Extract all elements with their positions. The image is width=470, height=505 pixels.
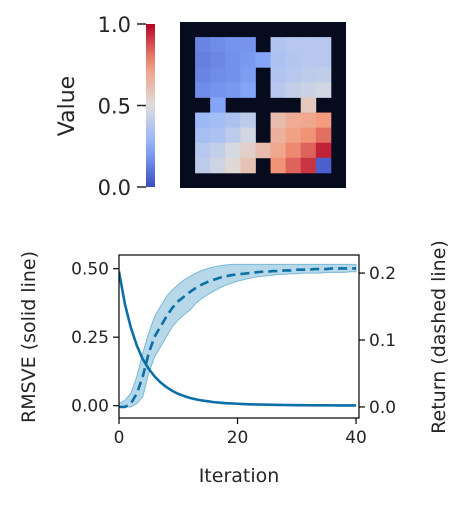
heatmap-cell — [270, 67, 287, 83]
y-axis-label: RMSVE (solid line) — [18, 251, 40, 423]
heatmap-cell — [195, 112, 211, 129]
heatmap-cell — [210, 82, 226, 98]
heatmap-cell — [240, 82, 256, 98]
heatmap-cell — [240, 142, 256, 159]
heatmap-cell — [285, 142, 302, 159]
colorbar: 0.0 0.5 1.0 Value — [55, 13, 155, 200]
return-dashed-line — [119, 267, 357, 409]
heatmap-cell — [315, 142, 332, 159]
heatmap-cell — [300, 82, 317, 98]
plot-frame — [118, 254, 360, 419]
heatmap-cell — [210, 97, 226, 113]
heatmap-cell — [240, 37, 256, 53]
heatmap-cell — [195, 67, 211, 83]
y2-tick-label: 0.2 — [369, 264, 396, 284]
heatmap-cell — [195, 142, 211, 159]
colorbar-gradient — [146, 24, 155, 187]
heatmap-cell — [285, 127, 302, 144]
heatmap-cell — [315, 52, 332, 68]
heatmap-cell — [270, 52, 287, 68]
y2-tick-label: 0.0 — [369, 398, 396, 418]
heatmap-cell — [270, 82, 287, 98]
colorbar-ticks: 0.0 0.5 1.0 — [98, 13, 146, 200]
heatmap-cell — [285, 112, 302, 129]
heatmap-cell — [195, 82, 211, 98]
heatmap-cell — [240, 67, 256, 83]
heatmap-cell — [195, 157, 211, 174]
heatmap-cell — [300, 112, 317, 129]
x-ticks: 0 20 40 — [114, 418, 367, 448]
heatmap-cell — [315, 82, 332, 98]
heatmap-cell — [225, 37, 241, 53]
heatmap-cell — [255, 52, 271, 68]
x-tick-label: 0 — [114, 428, 125, 448]
heatmap-cell — [315, 37, 332, 53]
heatmap-cell — [300, 97, 317, 113]
heatmap-cell — [255, 142, 271, 159]
x-axis-label: Iteration — [199, 465, 280, 487]
colorbar-tick-label: 1.0 — [98, 13, 131, 37]
colorbar-tick-label: 0.5 — [98, 95, 131, 119]
heatmap-cell — [225, 157, 241, 174]
heatmap-cell — [210, 37, 226, 53]
heatmap-cell — [195, 52, 211, 68]
value-heatmap — [180, 22, 346, 188]
heatmap-cell — [225, 112, 241, 129]
heatmap-cell — [270, 127, 287, 144]
heatmap-cell — [315, 127, 332, 144]
heatmap-cell — [210, 52, 226, 68]
heatmap-cell — [240, 127, 256, 144]
heatmap-cell — [225, 52, 241, 68]
heatmap-cell — [225, 127, 241, 144]
heatmap-cell — [315, 112, 332, 129]
heatmap-cell — [285, 157, 302, 174]
heatmap-cell — [315, 157, 332, 174]
y2-ticks: 0.0 0.1 0.2 — [359, 264, 396, 418]
heatmap-cell — [300, 67, 317, 83]
heatmap-cell — [285, 37, 302, 53]
heatmap-cell — [300, 37, 317, 53]
y2-axis-label: Return (dashed line) — [428, 240, 450, 434]
heatmap-cell — [195, 37, 211, 53]
y-tick-label: 0.00 — [71, 397, 109, 417]
series-lines — [119, 267, 357, 409]
heatmap-cell — [210, 67, 226, 83]
heatmap-cell — [270, 157, 287, 174]
heatmap-cell — [210, 112, 226, 129]
heatmap-cell — [210, 142, 226, 159]
heatmap-cell — [300, 142, 317, 159]
heatmap-cell — [270, 142, 287, 159]
colorbar-tick-label: 0.0 — [98, 176, 131, 200]
heatmap-cell — [285, 82, 302, 98]
x-tick-label: 20 — [227, 428, 249, 448]
heatmap-cell — [195, 127, 211, 144]
heatmap-cell — [315, 67, 332, 83]
heatmap-cell — [300, 157, 317, 174]
heatmap-cell — [225, 82, 241, 98]
heatmap-cell — [300, 52, 317, 68]
y-tick-label: 0.25 — [71, 328, 109, 348]
rmsve-solid-line — [119, 271, 357, 407]
heatmap-cell — [210, 127, 226, 144]
heatmap-cell — [285, 67, 302, 83]
y-ticks: 0.00 0.25 0.50 — [71, 260, 119, 417]
y2-tick-label: 0.1 — [369, 331, 396, 351]
colorbar-label: Value — [55, 76, 80, 136]
heatmap-cell — [225, 142, 241, 159]
heatmap-cell — [225, 67, 241, 83]
heatmap-cell — [240, 112, 256, 129]
heatmap-cell — [240, 157, 256, 174]
heatmap-cell — [210, 157, 226, 174]
y-tick-label: 0.50 — [71, 260, 109, 280]
heatmap-cell — [240, 52, 256, 68]
heatmap-cell — [270, 112, 287, 129]
x-tick-label: 40 — [345, 428, 367, 448]
heatmap-cell — [285, 52, 302, 68]
line-chart: 0 20 40 0.00 0.25 0.50 0.0 0.1 0.2 Iteration R… — [18, 240, 450, 487]
heatmap-cell — [270, 37, 287, 53]
heatmap-cell — [300, 127, 317, 144]
